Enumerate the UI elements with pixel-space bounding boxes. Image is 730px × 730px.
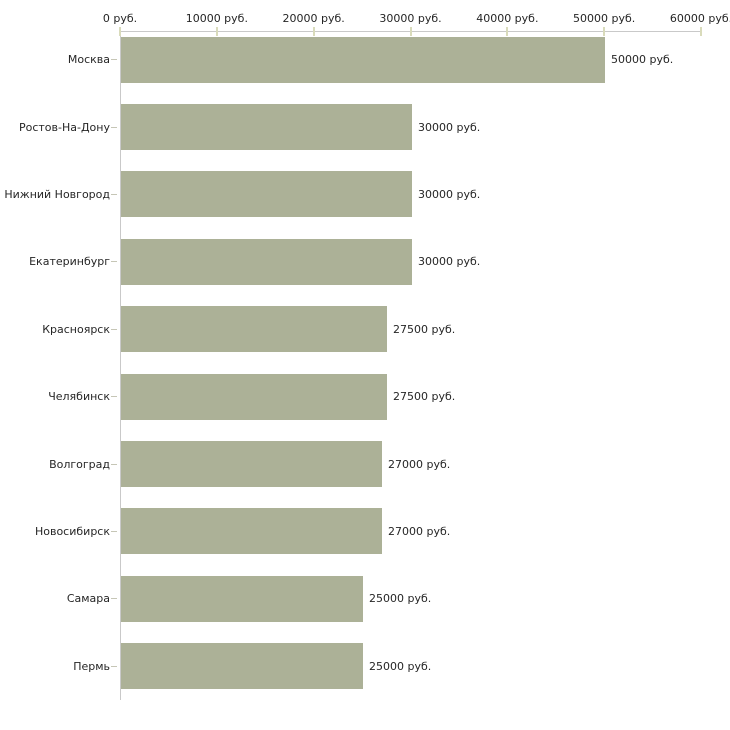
x-axis-tick-mark xyxy=(312,27,315,36)
value-label: 50000 руб. xyxy=(611,53,674,67)
bar-row: Челябинск 27500 руб. xyxy=(0,363,730,430)
value-label: 25000 руб. xyxy=(369,659,432,673)
bar-row: Красноярск 27500 руб. xyxy=(0,296,730,363)
category-label: Москва xyxy=(67,53,110,67)
x-axis-tick-mark xyxy=(119,27,121,36)
category-label: Челябинск xyxy=(48,390,110,404)
value-label: 27500 руб. xyxy=(393,390,456,404)
y-axis-line xyxy=(120,31,121,700)
category-tick-mark xyxy=(111,598,117,600)
bar xyxy=(121,306,387,353)
value-label: 30000 руб. xyxy=(418,120,481,134)
category-tick-mark xyxy=(111,193,117,195)
x-axis-tick-label: 50000 руб. xyxy=(573,12,636,25)
category-tick-mark xyxy=(111,59,117,61)
bar xyxy=(121,171,412,218)
category-tick-mark xyxy=(111,665,117,667)
bar xyxy=(121,36,605,83)
category-label: Ростов-На-Дону xyxy=(18,120,110,134)
bar-row: Новосибирск 27000 руб. xyxy=(0,498,730,565)
bar xyxy=(121,104,412,151)
value-label: 25000 руб. xyxy=(369,592,432,606)
bar-row: Екатеринбург 30000 руб. xyxy=(0,228,730,295)
bar xyxy=(121,373,387,420)
category-label: Волгоград xyxy=(49,457,110,471)
bar-row: Нижний Новгород 30000 руб. xyxy=(0,161,730,228)
bar-row: Пермь 25000 руб. xyxy=(0,633,730,700)
bar xyxy=(121,508,382,555)
value-label: 30000 руб. xyxy=(418,255,481,269)
bar xyxy=(121,643,363,690)
category-label: Екатеринбург xyxy=(29,255,110,269)
category-label: Новосибирск xyxy=(34,524,110,538)
bar-row: Ростов-На-Дону 30000 руб. xyxy=(0,93,730,160)
category-label: Самара xyxy=(66,592,110,606)
x-axis-tick-mark xyxy=(215,27,218,36)
category-tick-mark xyxy=(111,261,117,263)
bar-row: Волгоград 27000 руб. xyxy=(0,430,730,497)
x-axis-tick-mark xyxy=(603,27,606,36)
value-label: 27000 руб. xyxy=(388,457,451,471)
x-axis-tick-label: 40000 руб. xyxy=(476,12,539,25)
value-label: 27500 руб. xyxy=(393,322,456,336)
x-axis-tick-label: 0 руб. xyxy=(102,12,138,25)
category-tick-mark xyxy=(111,463,117,465)
x-axis-tick-label: 10000 руб. xyxy=(185,12,248,25)
bar xyxy=(121,238,412,285)
category-tick-mark xyxy=(111,396,117,398)
category-tick-mark xyxy=(111,530,117,532)
x-axis-tick-label: 20000 руб. xyxy=(282,12,345,25)
x-axis-tick-mark xyxy=(506,27,509,36)
bar xyxy=(121,441,382,488)
category-label: Красноярск xyxy=(42,322,110,336)
x-axis-tick-label: 30000 руб. xyxy=(379,12,442,25)
category-tick-mark xyxy=(111,126,117,128)
category-label: Нижний Новгород xyxy=(4,187,110,201)
category-tick-mark xyxy=(111,328,117,330)
x-axis-tick-mark xyxy=(409,27,412,36)
bar-row: Москва 50000 руб. xyxy=(0,26,730,93)
value-label: 30000 руб. xyxy=(418,187,481,201)
category-label: Пермь xyxy=(73,659,110,673)
value-label: 27000 руб. xyxy=(388,524,451,538)
x-axis-tick-mark xyxy=(700,27,702,36)
bar-row: Самара 25000 руб. xyxy=(0,565,730,632)
bar xyxy=(121,575,363,622)
x-axis-tick-label: 60000 руб. xyxy=(669,12,730,25)
